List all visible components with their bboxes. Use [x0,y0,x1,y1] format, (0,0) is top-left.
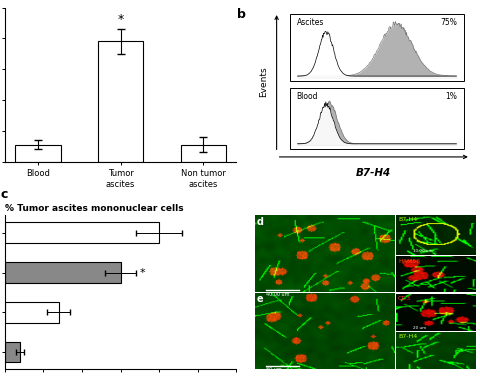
Bar [5,222,159,243]
Bar [15,145,61,162]
Text: 80 um: 80 um [265,367,281,372]
FancyBboxPatch shape [290,87,464,149]
Text: 10.00 um: 10.00 um [413,249,433,253]
Text: HAM56: HAM56 [398,259,420,264]
Text: *: * [118,13,124,26]
Text: Blood: Blood [297,92,318,101]
Bar [180,145,226,162]
FancyBboxPatch shape [290,14,464,81]
Bar [5,342,20,362]
Text: *: * [140,268,145,277]
Text: CD3: CD3 [398,296,411,300]
Text: B7-H4: B7-H4 [398,334,417,339]
Text: B7-H4: B7-H4 [356,168,391,178]
Text: e: e [257,294,264,304]
Text: B7-H4: B7-H4 [398,217,417,222]
Text: Events: Events [259,66,268,97]
Text: 75%: 75% [441,18,457,27]
Bar [5,302,59,323]
Text: 1%: 1% [445,92,457,101]
Text: % Tumor ascites mononuclear cells: % Tumor ascites mononuclear cells [5,204,183,213]
Bar [98,41,144,162]
Text: c: c [0,188,8,201]
Text: Ascites: Ascites [297,18,324,27]
Bar [5,262,120,283]
Text: 40.00 um: 40.00 um [265,292,289,297]
Text: 20 um: 20 um [413,326,427,330]
Text: d: d [257,217,264,227]
Text: b: b [237,8,246,20]
